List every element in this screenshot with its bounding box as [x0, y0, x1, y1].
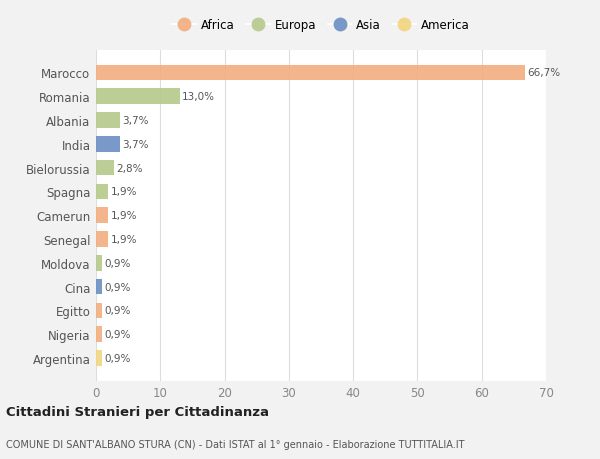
Bar [96, 303, 102, 319]
Bar [96, 89, 179, 105]
Text: 66,7%: 66,7% [527, 68, 560, 78]
Text: 0,9%: 0,9% [104, 282, 131, 292]
Text: 1,9%: 1,9% [111, 235, 137, 245]
Text: 2,8%: 2,8% [116, 163, 143, 173]
Text: 0,9%: 0,9% [104, 353, 131, 363]
Text: COMUNE DI SANT'ALBANO STURA (CN) - Dati ISTAT al 1° gennaio - Elaborazione TUTTI: COMUNE DI SANT'ALBANO STURA (CN) - Dati … [6, 440, 464, 449]
Bar [96, 279, 102, 295]
Text: 13,0%: 13,0% [182, 92, 215, 102]
Bar [96, 208, 108, 224]
Legend: Africa, Europa, Asia, America: Africa, Europa, Asia, America [170, 17, 472, 34]
Text: Cittadini Stranieri per Cittadinanza: Cittadini Stranieri per Cittadinanza [6, 405, 269, 419]
Bar [96, 256, 102, 271]
Text: 3,7%: 3,7% [122, 140, 149, 150]
Text: 0,9%: 0,9% [104, 306, 131, 316]
Text: 0,9%: 0,9% [104, 330, 131, 340]
Text: 1,9%: 1,9% [111, 211, 137, 221]
Bar [96, 161, 114, 176]
Text: 0,9%: 0,9% [104, 258, 131, 268]
Bar [96, 351, 102, 366]
Bar [96, 327, 102, 342]
Bar [96, 184, 108, 200]
Bar [96, 66, 525, 81]
Text: 1,9%: 1,9% [111, 187, 137, 197]
Bar [96, 113, 120, 129]
Bar [96, 232, 108, 247]
Bar [96, 137, 120, 152]
Text: 3,7%: 3,7% [122, 116, 149, 126]
